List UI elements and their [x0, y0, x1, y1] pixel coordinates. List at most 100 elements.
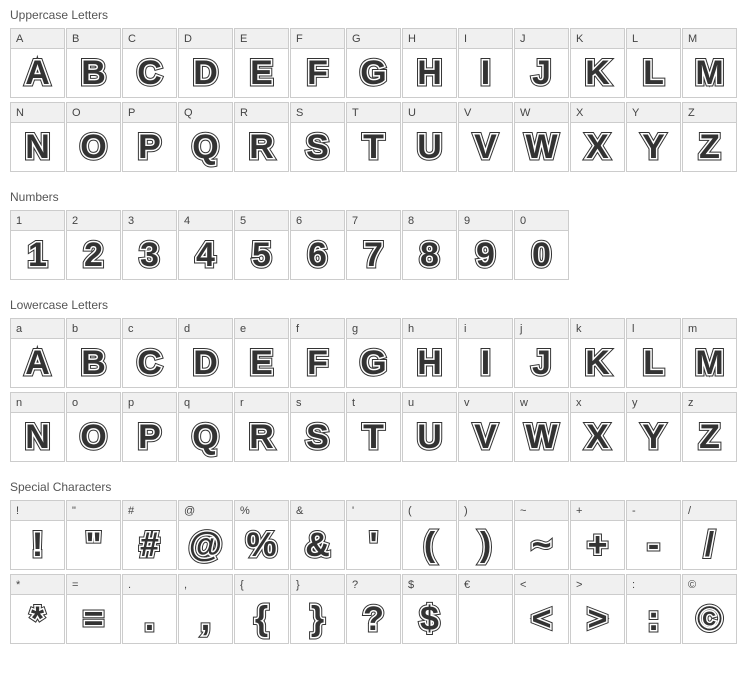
cell-glyph: TTT	[347, 123, 400, 171]
char-cell: oOOO	[66, 392, 121, 462]
section-title: Uppercase Letters	[10, 8, 738, 22]
cell-glyph: PPP	[123, 413, 176, 461]
cell-glyph: }}}	[291, 595, 344, 643]
char-cell: 0000	[514, 210, 569, 280]
cell-label: €	[459, 575, 512, 595]
char-cell: QQQQ	[178, 102, 233, 172]
char-cell: qQQQ	[178, 392, 233, 462]
char-cell: fFFF	[290, 318, 345, 388]
char-cell: lLLL	[626, 318, 681, 388]
char-cell: mMMM	[682, 318, 737, 388]
cell-glyph: PPP	[123, 123, 176, 171]
cell-glyph: WWW	[515, 413, 568, 461]
cell-glyph: VVV	[459, 413, 512, 461]
cell-label: b	[67, 319, 120, 339]
cell-glyph: HHH	[403, 49, 456, 97]
cell-glyph: III	[459, 339, 512, 387]
cell-label: y	[627, 393, 680, 413]
cell-glyph: 999	[459, 231, 512, 279]
char-cell: <<<<	[514, 574, 569, 644]
cell-glyph: ZZZ	[683, 123, 736, 171]
cell-label: *	[11, 575, 64, 595]
cell-label: (	[403, 501, 456, 521]
char-cell: sSSS	[290, 392, 345, 462]
cell-label: <	[515, 575, 568, 595]
char-cell: aAAA	[10, 318, 65, 388]
cell-glyph: BBB	[67, 49, 120, 97]
cell-label: %	[235, 501, 288, 521]
cell-label: =	[67, 575, 120, 595]
cell-glyph: LLL	[627, 49, 680, 97]
cell-glyph: ,,,	[179, 595, 232, 643]
section: Special Characters!!!!""""####@@@@%%%%&&…	[10, 480, 738, 644]
cell-glyph: WWW	[515, 123, 568, 171]
cell-label: 5	[235, 211, 288, 231]
section-title: Special Characters	[10, 480, 738, 494]
char-cell: EEEE	[234, 28, 289, 98]
cell-label: :	[627, 575, 680, 595]
char-cell: KKKK	[570, 28, 625, 98]
cell-glyph: UUU	[403, 413, 456, 461]
cell-glyph: MMM	[683, 339, 736, 387]
cell-label: m	[683, 319, 736, 339]
cell-glyph: OOO	[67, 123, 120, 171]
cell-glyph: GGG	[347, 49, 400, 97]
char-cell: ----	[626, 500, 681, 570]
cell-label: !	[11, 501, 64, 521]
char-cell: 2222	[66, 210, 121, 280]
cell-label: v	[459, 393, 512, 413]
char-cell: 8888	[402, 210, 457, 280]
char-cell: !!!!	[10, 500, 65, 570]
char-cell: JJJJ	[514, 28, 569, 98]
cell-label: O	[67, 103, 120, 123]
cell-glyph: 444	[179, 231, 232, 279]
char-cell: NNNN	[10, 102, 65, 172]
cell-label: l	[627, 319, 680, 339]
cell-label: 9	[459, 211, 512, 231]
cell-label: Q	[179, 103, 232, 123]
char-cell: >>>>	[570, 574, 625, 644]
cell-label: 7	[347, 211, 400, 231]
cell-glyph: UUU	[403, 123, 456, 171]
cell-glyph: 333	[123, 231, 176, 279]
char-cell: ZZZZ	[682, 102, 737, 172]
char-cell: 9999	[458, 210, 513, 280]
cell-label: X	[571, 103, 624, 123]
cell-label: x	[571, 393, 624, 413]
cell-label: 8	[403, 211, 456, 231]
char-cell: ))))	[458, 500, 513, 570]
cell-label: M	[683, 29, 736, 49]
char-cell: BBBB	[66, 28, 121, 98]
cell-glyph: RRR	[235, 413, 288, 461]
section: Lowercase LettersaAAAbBBBcCCCdDDDeEEEfFF…	[10, 298, 738, 462]
cell-glyph: 666	[291, 231, 344, 279]
char-cell: €	[458, 574, 513, 644]
cell-label: N	[11, 103, 64, 123]
cell-glyph: ///	[683, 521, 736, 569]
cell-label: 4	[179, 211, 232, 231]
cell-label: h	[403, 319, 456, 339]
cell-glyph: MMM	[683, 49, 736, 97]
cell-glyph: 111	[11, 231, 64, 279]
cell-label: R	[235, 103, 288, 123]
char-cell: LLLL	[626, 28, 681, 98]
cell-glyph: @@@	[179, 521, 232, 569]
cell-glyph: ###	[123, 521, 176, 569]
char-cell: SSSS	[290, 102, 345, 172]
char-cell: pPPP	[122, 392, 177, 462]
cell-glyph: XXX	[571, 413, 624, 461]
char-cell: rRRR	[234, 392, 289, 462]
cell-label: /	[683, 501, 736, 521]
cell-glyph: {{{	[235, 595, 288, 643]
char-row: NNNNOOOOPPPPQQQQRRRRSSSSTTTTUUUUVVVVWWWW…	[10, 102, 738, 172]
char-cell: ''''	[346, 500, 401, 570]
cell-glyph: DDD	[179, 49, 232, 97]
cell-label: J	[515, 29, 568, 49]
cell-label: D	[179, 29, 232, 49]
char-cell: UUUU	[402, 102, 457, 172]
char-row: AAAABBBBCCCCDDDDEEEEFFFFGGGGHHHHIIIIJJJJ…	[10, 28, 738, 98]
char-cell: OOOO	[66, 102, 121, 172]
cell-label: t	[347, 393, 400, 413]
cell-label: u	[403, 393, 456, 413]
cell-glyph: NNN	[11, 123, 64, 171]
